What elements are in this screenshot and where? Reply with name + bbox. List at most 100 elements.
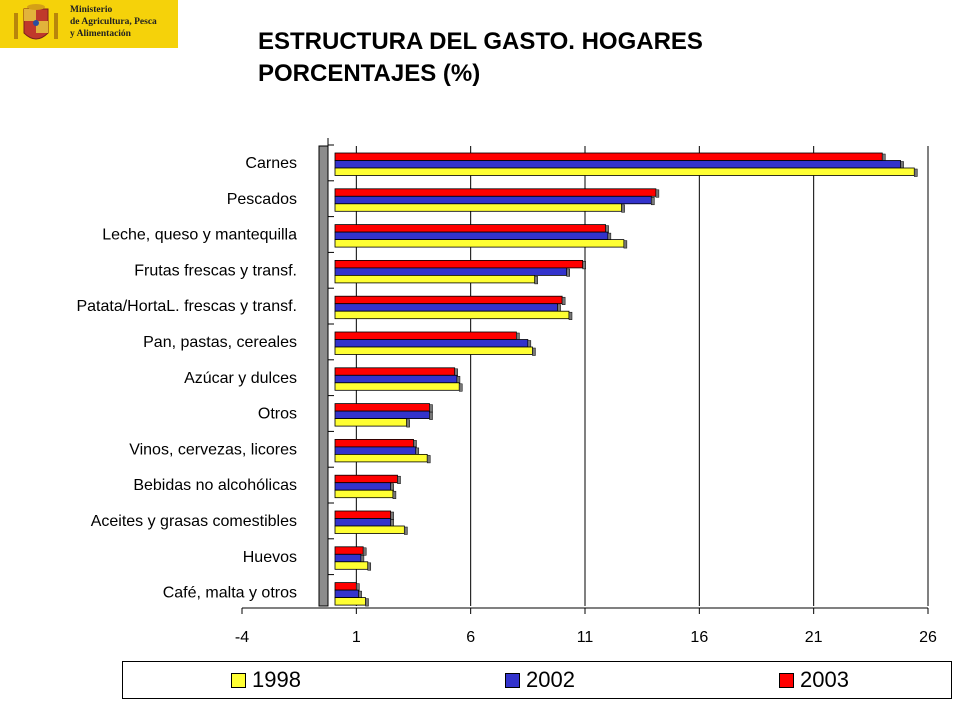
category-axis xyxy=(318,145,329,607)
bar-2003 xyxy=(334,438,414,448)
bar-2003 xyxy=(334,474,398,484)
bar-end-1998 xyxy=(532,347,536,356)
logo-line-2: de Agricultura, Pesca xyxy=(70,17,157,27)
bar-1998 xyxy=(334,382,460,391)
category-label: Frutas frescas y transf. xyxy=(134,262,297,279)
title-line-1: ESTRUCTURA DEL GASTO. HOGARES xyxy=(258,28,703,55)
legend-swatch-2002 xyxy=(505,672,520,688)
bar-2003 xyxy=(334,188,657,197)
bar-2002 xyxy=(334,195,652,205)
bar-end-1998 xyxy=(914,168,918,177)
bar-2003 xyxy=(334,582,357,591)
value-axis-tick-label: 1 xyxy=(352,629,361,646)
bar-2003 xyxy=(334,295,563,305)
bar-end-1998 xyxy=(404,526,408,535)
logo-line-1: Ministerio xyxy=(70,5,113,15)
value-axis-tick-label: 26 xyxy=(919,629,937,646)
bar-1998 xyxy=(334,489,394,499)
legend-item-2003: 2003 xyxy=(779,667,849,692)
category-label: Otros xyxy=(258,406,297,423)
legend-item-1998: 1998 xyxy=(231,667,301,692)
bar-2002 xyxy=(334,339,529,348)
legend-item-2002: 2002 xyxy=(505,667,575,692)
bar-end-2003 xyxy=(582,261,586,270)
bar-2002 xyxy=(334,482,392,491)
bar-2002 xyxy=(334,518,392,527)
category-label: Vinos, cervezas, licores xyxy=(129,441,297,458)
bar-end-2003 xyxy=(397,475,401,484)
value-axis-tick-label: 16 xyxy=(690,629,708,646)
bar-end-1998 xyxy=(367,562,372,571)
legend-label-1998: 1998 xyxy=(252,667,301,692)
bar-2002 xyxy=(334,446,417,455)
category-label: Patata/HortaL. frescas y transf. xyxy=(76,298,297,315)
bar-end-2003 xyxy=(429,404,433,413)
category-label: Carnes xyxy=(245,155,297,172)
bar-end-2003 xyxy=(362,547,367,556)
bar-1998 xyxy=(334,203,622,212)
category-label: Pan, pastas, cereales xyxy=(143,334,297,351)
bar-1998 xyxy=(334,561,369,570)
value-axis-tick-label: 21 xyxy=(805,629,823,646)
bar-1998 xyxy=(334,239,625,248)
value-axis-tick-label: 11 xyxy=(577,629,594,646)
bar-2002 xyxy=(334,267,568,276)
legend-swatch-1998 xyxy=(231,672,246,688)
bar-2002 xyxy=(334,231,609,241)
bar-end-1998 xyxy=(623,240,628,249)
bar-1998 xyxy=(334,274,536,284)
category-label: Café, malta y otros xyxy=(163,585,297,602)
bar-end-1998 xyxy=(426,455,431,464)
bar-2002 xyxy=(334,303,558,312)
page-title: ESTRUCTURA DEL GASTO. HOGARES PORCENTAJE… xyxy=(258,26,703,90)
bar-2003 xyxy=(334,152,883,161)
bar-end-2003 xyxy=(390,511,394,520)
ministry-logo: Ministerio de Agricultura, Pesca y Alime… xyxy=(0,0,178,48)
bar-end-1998 xyxy=(392,490,397,499)
bar-end-1998 xyxy=(406,419,410,428)
bar-2002 xyxy=(334,160,901,169)
bar-2002 xyxy=(334,374,458,384)
legend-label-2003: 2003 xyxy=(800,667,849,692)
bar-end-2002 xyxy=(651,197,655,206)
legend-swatch-2003 xyxy=(779,672,794,688)
category-label: Leche, queso y mantequilla xyxy=(102,227,297,244)
bar-end-2003 xyxy=(655,189,660,198)
bar-end-1998 xyxy=(621,204,625,213)
bar-1998 xyxy=(334,310,570,320)
bar-end-1998 xyxy=(458,383,463,392)
logo-line-3: y Alimentación xyxy=(70,29,131,39)
coat-of-arms-icon xyxy=(14,4,58,40)
title-line-2: PORCENTAJES (%) xyxy=(258,60,481,87)
bar-2003 xyxy=(334,331,517,340)
bar-end-1998 xyxy=(365,598,369,607)
legend-label-2002: 2002 xyxy=(526,667,575,692)
bar-1998 xyxy=(334,346,533,355)
category-label: Aceites y grasas comestibles xyxy=(91,513,297,530)
bar-2002 xyxy=(334,410,430,420)
bar-end-1998 xyxy=(534,276,538,285)
category-label: Azúcar y dulces xyxy=(184,370,297,387)
category-label: Huevos xyxy=(243,549,297,566)
bar-end-2002 xyxy=(429,411,433,420)
value-axis-tick-label: -4 xyxy=(235,629,249,646)
bar-end-2002 xyxy=(566,268,570,277)
category-label: Pescados xyxy=(227,191,297,208)
bar-2003 xyxy=(334,546,364,555)
bar-2003 xyxy=(334,224,606,233)
bar-end-2003 xyxy=(561,296,566,305)
chart-legend: 1998 2002 2003 xyxy=(122,661,952,699)
bar-1998 xyxy=(334,418,408,427)
bar-1998 xyxy=(334,167,915,176)
bar-1998 xyxy=(334,453,428,463)
bar-end-1998 xyxy=(568,311,573,320)
bar-2002 xyxy=(334,553,362,563)
bar-1998 xyxy=(334,597,366,606)
category-label: Bebidas no alcohólicas xyxy=(133,477,297,494)
bar-2003 xyxy=(334,510,392,519)
bar-2002 xyxy=(334,589,360,598)
bar-2003 xyxy=(334,367,456,376)
value-axis-tick-label: 6 xyxy=(466,629,475,646)
bar-2003 xyxy=(334,259,584,269)
